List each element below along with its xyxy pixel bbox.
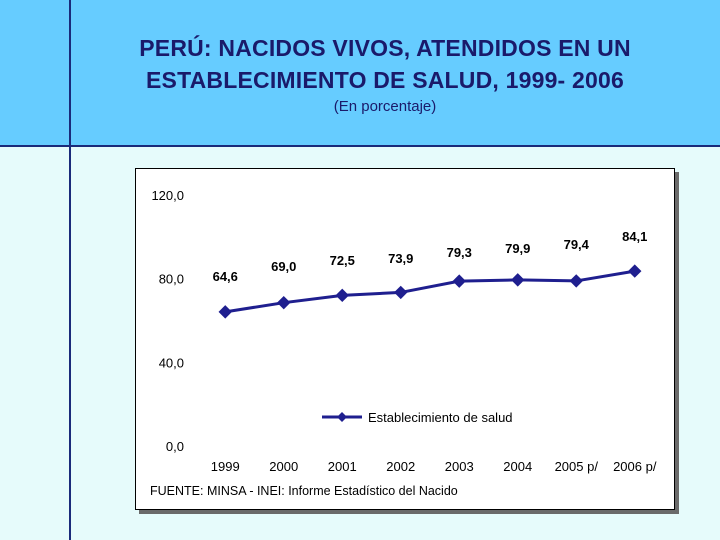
series-line-group (225, 269, 635, 314)
vertical-rule (69, 0, 71, 540)
data-label: 79,4 (564, 237, 590, 252)
x-tick-label: 2000 (269, 459, 298, 474)
page-subtitle: (En porcentaje) (333, 98, 437, 115)
data-label: 64,6 (213, 269, 238, 284)
data-label: 79,9 (505, 241, 530, 256)
y-tick-label: 120,0 (151, 188, 184, 203)
data-point-marker (277, 295, 291, 310)
line-chart: 0,0 40,0 80,0 120,0 1999 2000 2001 2002 2003 200… (150, 188, 657, 498)
data-point-marker (628, 264, 642, 278)
page-title: PERÚ: NACIDOS VIVOS, ATENDIDOS EN UN EST… (0, 32, 720, 96)
chart-container: 0,0 40,0 80,0 120,0 1999 2000 2001 2002 2003 200… (135, 168, 675, 510)
x-tick-label: 2006 p/ (613, 459, 657, 474)
x-tick-label: 2001 (328, 459, 357, 474)
y-axis-ticks: 0,0 40,0 80,0 120,0 (151, 188, 184, 454)
legend-label: Establecimiento de salud (368, 410, 513, 425)
title-line-1: PERÚ: NACIDOS VIVOS, ATENDIDOS EN UN (139, 35, 631, 61)
data-label: 79,3 (447, 245, 472, 260)
y-tick-label: 80,0 (159, 272, 184, 287)
x-tick-label: 2002 (386, 459, 415, 474)
x-tick-label: 1999 (211, 459, 240, 474)
x-tick-label: 2005 p/ (555, 459, 599, 474)
series-markers (218, 264, 642, 319)
data-point-marker (218, 305, 232, 319)
x-axis-ticks: 1999 2000 2001 2002 2003 2004 2005 p/2006 p/ (211, 459, 657, 474)
data-label: 72,5 (330, 253, 355, 268)
data-point-marker (335, 288, 349, 303)
data-label: 84,1 (622, 229, 647, 244)
data-labels: 64,6 69,0 72,5 73,9 79,3 79,9 79,4 84,1 (213, 229, 648, 284)
data-label: 69,0 (271, 259, 296, 274)
data-point-marker (452, 274, 466, 288)
data-label: 73,9 (388, 251, 413, 266)
header-banner (0, 0, 720, 147)
legend-marker-sample (337, 412, 347, 422)
series-line (225, 269, 635, 314)
y-tick-label: 40,0 (159, 355, 184, 370)
data-point-marker (569, 274, 583, 288)
source-note: FUENTE: MINSA - INEI: Informe Estadístic… (150, 484, 458, 498)
y-tick-label: 0,0 (166, 439, 184, 454)
chart-legend: Establecimiento de salud (322, 410, 513, 425)
data-point-marker (511, 273, 525, 287)
title-line-2: ESTABLECIMIENTO DE SALUD, 1999- 2006 (146, 67, 624, 93)
x-tick-label: 2003 (445, 459, 474, 474)
x-tick-label: 2004 (503, 459, 532, 474)
data-point-marker (394, 285, 408, 300)
